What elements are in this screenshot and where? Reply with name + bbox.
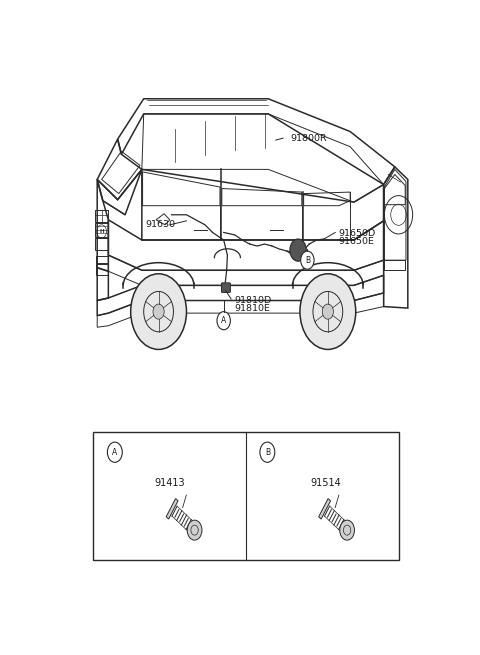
Text: 91810E: 91810E <box>235 303 271 312</box>
Circle shape <box>260 442 275 462</box>
Circle shape <box>340 520 354 540</box>
Circle shape <box>217 312 230 329</box>
Circle shape <box>322 304 334 319</box>
Text: 91800R: 91800R <box>290 134 327 143</box>
Text: H: H <box>99 229 104 234</box>
Text: B: B <box>305 255 310 265</box>
Circle shape <box>108 442 122 462</box>
Polygon shape <box>166 498 178 519</box>
Text: 91650D: 91650D <box>338 229 375 238</box>
Circle shape <box>300 251 314 269</box>
Circle shape <box>290 239 306 261</box>
Text: B: B <box>265 448 270 457</box>
Circle shape <box>153 304 164 319</box>
FancyBboxPatch shape <box>221 283 230 292</box>
Circle shape <box>300 274 356 349</box>
Text: 91650E: 91650E <box>338 237 374 246</box>
Text: 91514: 91514 <box>310 478 341 488</box>
Text: 91810D: 91810D <box>235 296 272 305</box>
Polygon shape <box>319 498 331 519</box>
Circle shape <box>131 274 186 349</box>
Text: A: A <box>221 316 226 325</box>
Polygon shape <box>96 99 408 328</box>
Text: A: A <box>112 448 118 457</box>
Circle shape <box>187 520 202 540</box>
Text: 91630: 91630 <box>145 220 176 229</box>
Text: 91413: 91413 <box>155 478 185 488</box>
